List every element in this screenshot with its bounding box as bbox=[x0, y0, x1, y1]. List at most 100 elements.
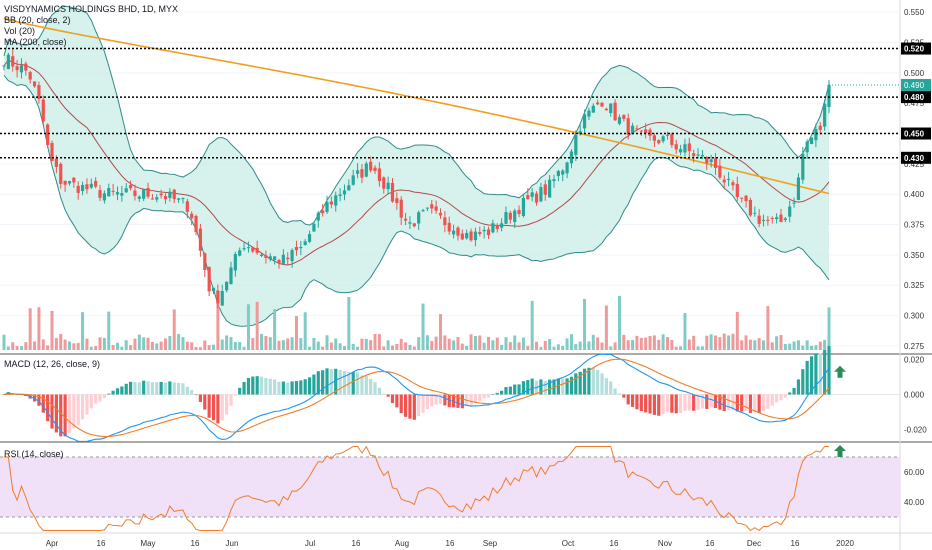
candle bbox=[809, 137, 814, 145]
volume-bar bbox=[46, 345, 50, 350]
candle-body bbox=[46, 124, 50, 145]
volume-bar bbox=[539, 346, 543, 350]
macd-panel: 0.020 0.000 -0.020 bbox=[0, 346, 927, 442]
candle bbox=[172, 188, 176, 204]
macd-histogram-bar bbox=[443, 394, 447, 406]
volume-bar bbox=[11, 342, 15, 350]
candle bbox=[556, 169, 560, 182]
volume-bar bbox=[591, 334, 595, 350]
volume-bar bbox=[168, 336, 172, 350]
bb-legend[interactable]: BB (20, close, 2) bbox=[4, 15, 71, 25]
volume-bar bbox=[430, 341, 434, 350]
candle-body bbox=[225, 281, 229, 291]
macd-histogram-bar bbox=[434, 394, 438, 405]
candle bbox=[124, 183, 128, 193]
candle-body bbox=[722, 179, 726, 183]
bollinger-basis-line bbox=[3, 59, 830, 266]
volume-bar bbox=[325, 335, 329, 350]
macd-histogram-bar bbox=[727, 394, 731, 411]
macd-legend-label[interactable]: MACD (12, 26, close, 9) bbox=[4, 359, 101, 369]
volume-bar bbox=[369, 340, 373, 350]
volume-bar bbox=[552, 346, 556, 350]
macd-histogram-bar bbox=[548, 379, 552, 395]
candle-body bbox=[670, 134, 674, 145]
volume-bar bbox=[696, 346, 700, 350]
candle bbox=[325, 195, 329, 215]
volume-bar bbox=[482, 342, 486, 350]
candle-body bbox=[626, 118, 630, 135]
candle bbox=[460, 229, 464, 241]
candle bbox=[238, 247, 242, 257]
macd-histogram-bar bbox=[452, 394, 456, 408]
macd-histogram-bar bbox=[517, 384, 521, 395]
candle bbox=[37, 81, 41, 104]
volume-bar bbox=[185, 341, 189, 350]
macd-histogram-bar bbox=[500, 390, 504, 395]
candle bbox=[15, 59, 19, 78]
volume-bar bbox=[583, 298, 587, 350]
candle-body bbox=[338, 194, 342, 196]
macd-histogram-bar bbox=[408, 394, 412, 419]
time-tick-label: 16 bbox=[446, 539, 455, 548]
candle bbox=[6, 52, 10, 70]
candle-body bbox=[456, 227, 460, 236]
volume-bar bbox=[744, 335, 748, 350]
candle bbox=[687, 137, 691, 158]
vol-legend[interactable]: Vol (20) bbox=[4, 26, 36, 36]
volume-bar bbox=[596, 337, 600, 350]
volume-bar bbox=[294, 316, 298, 350]
candle-body bbox=[805, 141, 809, 153]
macd-histogram-bar bbox=[587, 367, 591, 395]
macd-histogram-bar bbox=[89, 394, 93, 409]
candle-body bbox=[364, 163, 368, 177]
macd-histogram-bar bbox=[54, 394, 58, 433]
candle-body bbox=[32, 81, 37, 87]
candle bbox=[390, 178, 395, 203]
candle bbox=[469, 228, 473, 242]
rsi-legend-label[interactable]: RSI (14, close) bbox=[4, 449, 64, 459]
macd-histogram-bar bbox=[495, 392, 499, 395]
ma-legend[interactable]: MA (200, close) bbox=[4, 37, 67, 47]
macd-histogram-bar bbox=[482, 394, 486, 399]
chart-title: VISDYNAMICS HOLDINGS BHD, 1D, MYX bbox=[4, 4, 179, 14]
volume-bar bbox=[652, 335, 656, 350]
volume-bar bbox=[718, 337, 722, 350]
volume-bar bbox=[255, 301, 259, 350]
macd-histogram-bar bbox=[775, 394, 779, 403]
macd-histogram-bar bbox=[395, 394, 399, 408]
level-label: 0.430 bbox=[904, 154, 925, 163]
candle bbox=[382, 176, 386, 194]
volume-bar bbox=[24, 342, 28, 350]
candle bbox=[225, 281, 229, 293]
candle-body bbox=[486, 229, 491, 236]
candle-body bbox=[766, 219, 770, 221]
macd-histogram-bar bbox=[617, 393, 622, 395]
macd-histogram-bar bbox=[565, 378, 569, 395]
volume-bar bbox=[644, 337, 648, 350]
candle-body bbox=[504, 212, 508, 224]
volume-bar bbox=[504, 337, 508, 350]
volume-bar bbox=[661, 334, 665, 350]
macd-histogram-bar bbox=[373, 382, 377, 395]
candle bbox=[630, 122, 635, 135]
volume-bar bbox=[146, 337, 150, 350]
volume-bar bbox=[617, 295, 621, 350]
candle-body bbox=[744, 195, 748, 202]
volume-bar bbox=[569, 334, 573, 350]
volume-bar bbox=[81, 312, 85, 350]
candle-body bbox=[242, 248, 246, 250]
candle bbox=[530, 188, 534, 202]
candle bbox=[28, 70, 32, 84]
volume-bar bbox=[425, 335, 429, 350]
candle bbox=[242, 241, 246, 252]
volume-bar bbox=[33, 341, 37, 350]
macd-histogram-bar bbox=[622, 394, 626, 398]
macd-histogram-bar bbox=[460, 394, 464, 409]
candle-body bbox=[386, 182, 390, 190]
candle-body bbox=[198, 228, 203, 251]
candle-body bbox=[303, 241, 307, 246]
candle-body bbox=[796, 177, 801, 200]
macd-histogram-bar bbox=[600, 373, 604, 395]
candle-body bbox=[692, 153, 696, 157]
